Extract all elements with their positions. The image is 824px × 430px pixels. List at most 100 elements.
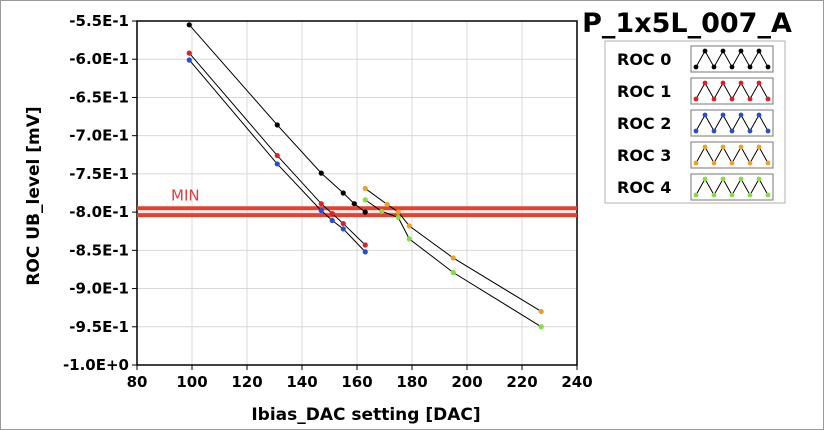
- y-tick-label: -8.5E-1: [69, 241, 129, 259]
- legend-marker: [729, 160, 735, 166]
- data-point: [274, 161, 280, 167]
- legend-marker: [711, 64, 717, 70]
- legend-item: ROC 4: [617, 173, 774, 201]
- x-tick-label: 120: [231, 373, 262, 391]
- series: [186, 57, 368, 255]
- x-tick-label: 80: [127, 373, 148, 391]
- legend-label: ROC 4: [617, 178, 671, 197]
- legend-marker: [720, 80, 726, 86]
- legend-marker: [756, 48, 762, 54]
- legend-marker: [720, 144, 726, 150]
- data-point: [274, 152, 280, 159]
- legend-marker: [738, 144, 744, 150]
- y-tick-label: -9.5E-1: [69, 318, 129, 336]
- data-point: [538, 324, 544, 330]
- legend-marker: [693, 128, 699, 134]
- y-tick-label: -7.0E-1: [69, 127, 129, 145]
- legend-item: ROC 0: [617, 45, 774, 73]
- y-tick-label: -8.0E-1: [69, 203, 129, 221]
- data-point: [450, 255, 456, 261]
- legend-item: ROC 3: [617, 141, 774, 169]
- legend-marker: [756, 176, 762, 182]
- data-point: [379, 208, 385, 214]
- legend-marker: [747, 64, 753, 70]
- y-tick-label: -9.0E-1: [69, 280, 129, 298]
- x-tick-label: 140: [286, 373, 317, 391]
- data-point: [274, 122, 280, 128]
- legend-marker: [747, 160, 753, 166]
- series: [362, 197, 544, 330]
- data-point: [318, 207, 324, 214]
- legend-marker: [747, 192, 753, 198]
- legend-marker: [693, 160, 699, 166]
- series-line: [364, 188, 542, 312]
- legend-marker: [720, 176, 726, 182]
- legend-label: ROC 1: [617, 82, 671, 101]
- legend-marker: [693, 96, 699, 102]
- data-point: [362, 185, 368, 192]
- data-point: [329, 211, 335, 217]
- legend-marker: [729, 64, 735, 70]
- legend-marker: [738, 176, 744, 182]
- legend-label: ROC 2: [617, 114, 671, 133]
- legend-marker: [702, 176, 708, 182]
- data-point: [362, 242, 368, 248]
- y-tick-label: -1.0E+0: [63, 356, 129, 374]
- data-point: [406, 223, 412, 229]
- data-point: [186, 50, 192, 56]
- legend-marker: [711, 96, 717, 102]
- legend-marker: [711, 192, 717, 198]
- y-tick-label: -6.0E-1: [69, 50, 129, 68]
- series: [186, 22, 368, 215]
- x-tick-label: 240: [561, 373, 592, 391]
- legend: ROC 0 ROC 1 ROC 2 ROC 3 ROC 4: [604, 40, 786, 204]
- legend-marker: [765, 96, 771, 102]
- legend-marker: [702, 112, 708, 118]
- legend-label: ROC 3: [617, 146, 671, 165]
- series-line: [188, 24, 366, 213]
- legend-marker: [729, 96, 735, 102]
- series-group: [186, 22, 544, 330]
- legend-marker: [765, 128, 771, 134]
- series: [186, 50, 368, 248]
- series-line: [188, 59, 366, 253]
- data-point: [538, 308, 544, 315]
- legend-item: ROC 1: [617, 77, 774, 105]
- data-point: [340, 220, 346, 227]
- series-line: [364, 199, 542, 328]
- min-threshold-label: MIN: [171, 186, 200, 204]
- legend-marker: [765, 160, 771, 166]
- data-point: [362, 197, 368, 203]
- x-tick-label: 180: [396, 373, 427, 391]
- data-point: [450, 269, 456, 276]
- legend-item: ROC 2: [617, 109, 774, 137]
- data-point: [318, 201, 324, 207]
- x-tick-label: 200: [451, 373, 482, 391]
- legend-marker: [738, 112, 744, 118]
- legend-marker: [765, 192, 771, 198]
- legend-marker: [747, 96, 753, 102]
- x-tick-label: 220: [506, 373, 537, 391]
- legend-marker: [738, 48, 744, 54]
- legend-marker: [756, 144, 762, 150]
- y-tick-label: -7.5E-1: [69, 165, 129, 183]
- legend-marker: [756, 80, 762, 86]
- y-axis-title: ROC UB_level [mV]: [24, 106, 44, 285]
- series-line: [188, 52, 366, 246]
- legend-marker: [693, 64, 699, 70]
- axes: 80 100 120 140 160 180 200 220 240 -5.5E-1 -6.0E-1…: [63, 12, 593, 391]
- data-point: [395, 214, 401, 221]
- series: [362, 185, 544, 315]
- legend-label: ROC 0: [617, 50, 671, 69]
- min-threshold: MIN: [137, 186, 577, 218]
- x-axis-title: Ibias_DAC setting [DAC]: [251, 405, 480, 425]
- legend-marker: [720, 48, 726, 54]
- legend-marker: [738, 80, 744, 86]
- legend-marker: [720, 112, 726, 118]
- legend-marker: [702, 48, 708, 54]
- legend-marker: [711, 160, 717, 166]
- grid: [137, 21, 577, 365]
- legend-marker: [702, 80, 708, 86]
- y-tick-label: -5.5E-1: [69, 12, 129, 30]
